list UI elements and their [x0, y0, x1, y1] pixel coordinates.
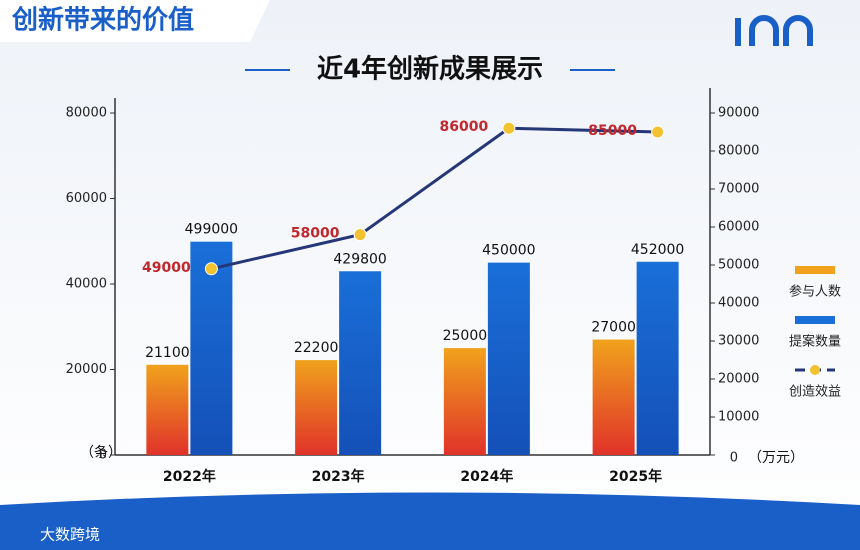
value-label: 86000: [440, 119, 489, 135]
value-label: 452000: [631, 242, 684, 258]
x-tick-label: 2024年: [460, 468, 513, 485]
x-tick-label: 2025年: [609, 468, 662, 485]
y2-tick-label: 20000: [718, 372, 759, 387]
y2-unit: （万元）: [748, 450, 804, 466]
legend-swatch: [810, 365, 820, 375]
line-marker: [204, 262, 218, 276]
bar: [295, 360, 338, 455]
y2-tick-label: 10000: [718, 410, 759, 425]
y2-tick-label: 0: [730, 451, 738, 466]
value-label: 27000: [591, 320, 636, 336]
y2-tick-label: 50000: [718, 258, 759, 273]
value-label: 450000: [482, 243, 535, 259]
bar: [592, 339, 635, 455]
value-label: 25000: [443, 328, 488, 344]
line-marker: [353, 228, 367, 242]
y-tick-label: 40000: [66, 277, 107, 292]
x-tick-label: 2023年: [312, 468, 365, 485]
line-marker: [502, 121, 516, 135]
value-label: 49000: [142, 260, 191, 276]
y2-tick-label: 90000: [718, 106, 759, 121]
chart-title: 近4年创新成果展示: [317, 54, 543, 85]
bar: [487, 262, 530, 455]
y2-tick-label: 30000: [718, 334, 759, 349]
y2-tick-label: 60000: [718, 220, 759, 235]
y-tick-label: 60000: [66, 191, 107, 206]
line: [211, 126, 658, 271]
value-label: 21100: [145, 345, 190, 361]
bar: [146, 364, 189, 455]
legend-label: 提案数量: [789, 334, 841, 350]
bar: [190, 241, 233, 455]
line-marker: [651, 125, 665, 139]
value-label: 58000: [291, 226, 340, 242]
y-tick-label: 80000: [66, 106, 107, 121]
bar: [443, 348, 486, 455]
bar: [339, 271, 382, 455]
value-label: 22200: [294, 340, 339, 356]
title-box: [0, 0, 270, 42]
y-tick-label: 0: [99, 448, 107, 463]
value-label: 85000: [588, 123, 637, 139]
value-label: 499000: [185, 222, 238, 238]
footer-band: [0, 492, 860, 550]
legend-swatch: [795, 316, 835, 324]
legend-label: 参与人数: [789, 284, 841, 300]
watermark: 大数跨境: [40, 526, 100, 544]
page-title: 创新带来的价值: [11, 5, 194, 36]
logo: [735, 15, 813, 46]
bar: [636, 261, 679, 455]
y2-tick-label: 80000: [718, 144, 759, 159]
value-label: 429800: [333, 251, 386, 267]
legend-label: 创造效益: [789, 385, 841, 400]
y-unit: （条）: [80, 444, 122, 461]
legend-swatch: [795, 266, 835, 274]
y2-tick-label: 40000: [718, 296, 759, 311]
y2-tick-label: 70000: [718, 182, 759, 197]
x-tick-label: 2022年: [163, 468, 216, 485]
y-tick-label: 20000: [66, 362, 107, 377]
